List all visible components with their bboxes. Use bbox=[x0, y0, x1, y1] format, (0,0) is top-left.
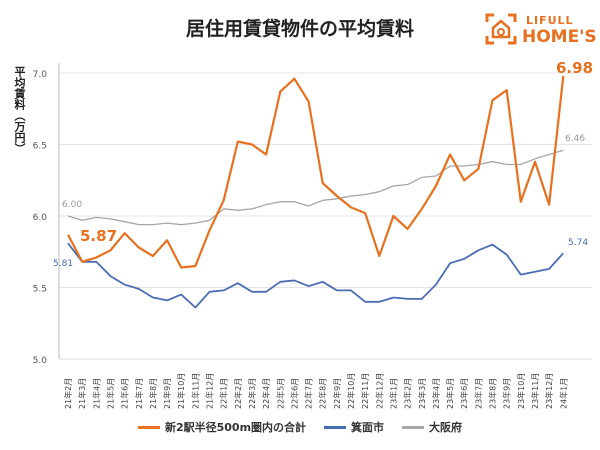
y-tick-label: 6.5 bbox=[33, 142, 47, 152]
x-tick-label: 21年3月 bbox=[77, 378, 87, 409]
x-tick-label: 21年6月 bbox=[120, 378, 130, 409]
x-tick-label: 23年11月 bbox=[530, 373, 540, 409]
x-tick-label: 22年1月 bbox=[219, 378, 229, 409]
logo-text-homes: HOME'S bbox=[522, 27, 597, 47]
x-tick-label: 22年10月 bbox=[346, 373, 356, 409]
data-label-last-gray: 6.46 bbox=[565, 134, 585, 144]
x-tick-label: 22年5月 bbox=[275, 378, 285, 409]
legend-item: 大阪府 bbox=[402, 419, 462, 435]
legend: 新2駅半径500m圏内の合計 箕面市 大阪府 bbox=[0, 419, 600, 435]
x-tick-label: 22年2月 bbox=[233, 378, 243, 409]
x-tick-label: 23年6月 bbox=[459, 378, 469, 409]
chart-title: 居住用賃貸物件の平均賃料 bbox=[185, 18, 414, 40]
x-tick-label: 22年7月 bbox=[304, 378, 314, 409]
x-tick-label: 22年6月 bbox=[289, 378, 299, 409]
y-tick-label: 6.0 bbox=[33, 213, 48, 223]
data-label-first-blue: 5.81 bbox=[53, 259, 73, 269]
x-tick-label: 22年3月 bbox=[247, 378, 257, 409]
x-tick-label: 23年2月 bbox=[403, 378, 413, 409]
x-tick-label: 23年8月 bbox=[488, 378, 498, 409]
x-tick-label: 23年3月 bbox=[417, 378, 427, 409]
legend-label: 箕面市 bbox=[351, 421, 385, 434]
legend-swatch bbox=[324, 425, 347, 429]
data-label-first-orange: 5.87 bbox=[80, 227, 117, 245]
data-label-first-gray: 6.00 bbox=[62, 200, 82, 210]
y-tick-label: 5.5 bbox=[33, 285, 47, 295]
x-tick-label: 23年9月 bbox=[502, 378, 512, 409]
house-icon bbox=[485, 13, 517, 45]
series-line-1 bbox=[67, 242, 564, 309]
x-tick-label: 24年1月 bbox=[558, 378, 568, 409]
x-tick-label: 23年12月 bbox=[544, 373, 554, 409]
x-tick-label: 21年2月 bbox=[63, 378, 73, 409]
data-label-last-orange: 6.98 bbox=[556, 59, 593, 77]
data-label-last-blue: 5.74 bbox=[568, 238, 588, 248]
legend-label: 大阪府 bbox=[429, 421, 463, 434]
legend-item: 新2駅半径500m圏内の合計 bbox=[137, 419, 307, 435]
x-tick-label: 22年9月 bbox=[332, 378, 342, 409]
legend-swatch bbox=[137, 425, 160, 429]
x-tick-label: 23年5月 bbox=[445, 378, 455, 409]
y-tick-label: 7.0 bbox=[33, 70, 48, 80]
x-tick-label: 23年10月 bbox=[516, 373, 526, 409]
x-tick-label: 22年11月 bbox=[360, 373, 370, 409]
x-tick-label: 21年12月 bbox=[205, 373, 215, 409]
x-tick-label: 21年11月 bbox=[190, 373, 200, 409]
x-tick-label: 21年8月 bbox=[148, 378, 158, 409]
x-tick-label: 22年8月 bbox=[318, 378, 328, 409]
legend-label: 新2駅半径500m圏内の合計 bbox=[164, 421, 307, 434]
y-axis-label: 平均賃料（万円） bbox=[13, 66, 26, 154]
x-tick-label: 21年10月 bbox=[176, 373, 186, 409]
x-tick-label: 21年4月 bbox=[91, 378, 101, 409]
legend-swatch bbox=[402, 425, 425, 429]
series-line-2 bbox=[67, 149, 564, 226]
x-tick-label: 22年12月 bbox=[374, 373, 384, 409]
y-tick-label: 5.0 bbox=[33, 356, 48, 366]
x-tick-label: 21年7月 bbox=[134, 378, 144, 409]
x-tick-label: 21年5月 bbox=[105, 378, 115, 409]
x-tick-label: 23年1月 bbox=[388, 378, 398, 409]
logo-text-lifull: LIFULL bbox=[526, 14, 574, 27]
x-tick-label: 23年7月 bbox=[473, 378, 483, 409]
x-tick-label: 23年4月 bbox=[431, 378, 441, 409]
series-line-0 bbox=[67, 75, 565, 269]
x-tick-label: 22年4月 bbox=[261, 378, 271, 409]
x-tick-label: 21年9月 bbox=[162, 378, 172, 409]
lifull-homes-logo: LIFULL HOME'S bbox=[484, 12, 597, 48]
legend-item: 箕面市 bbox=[324, 419, 384, 435]
